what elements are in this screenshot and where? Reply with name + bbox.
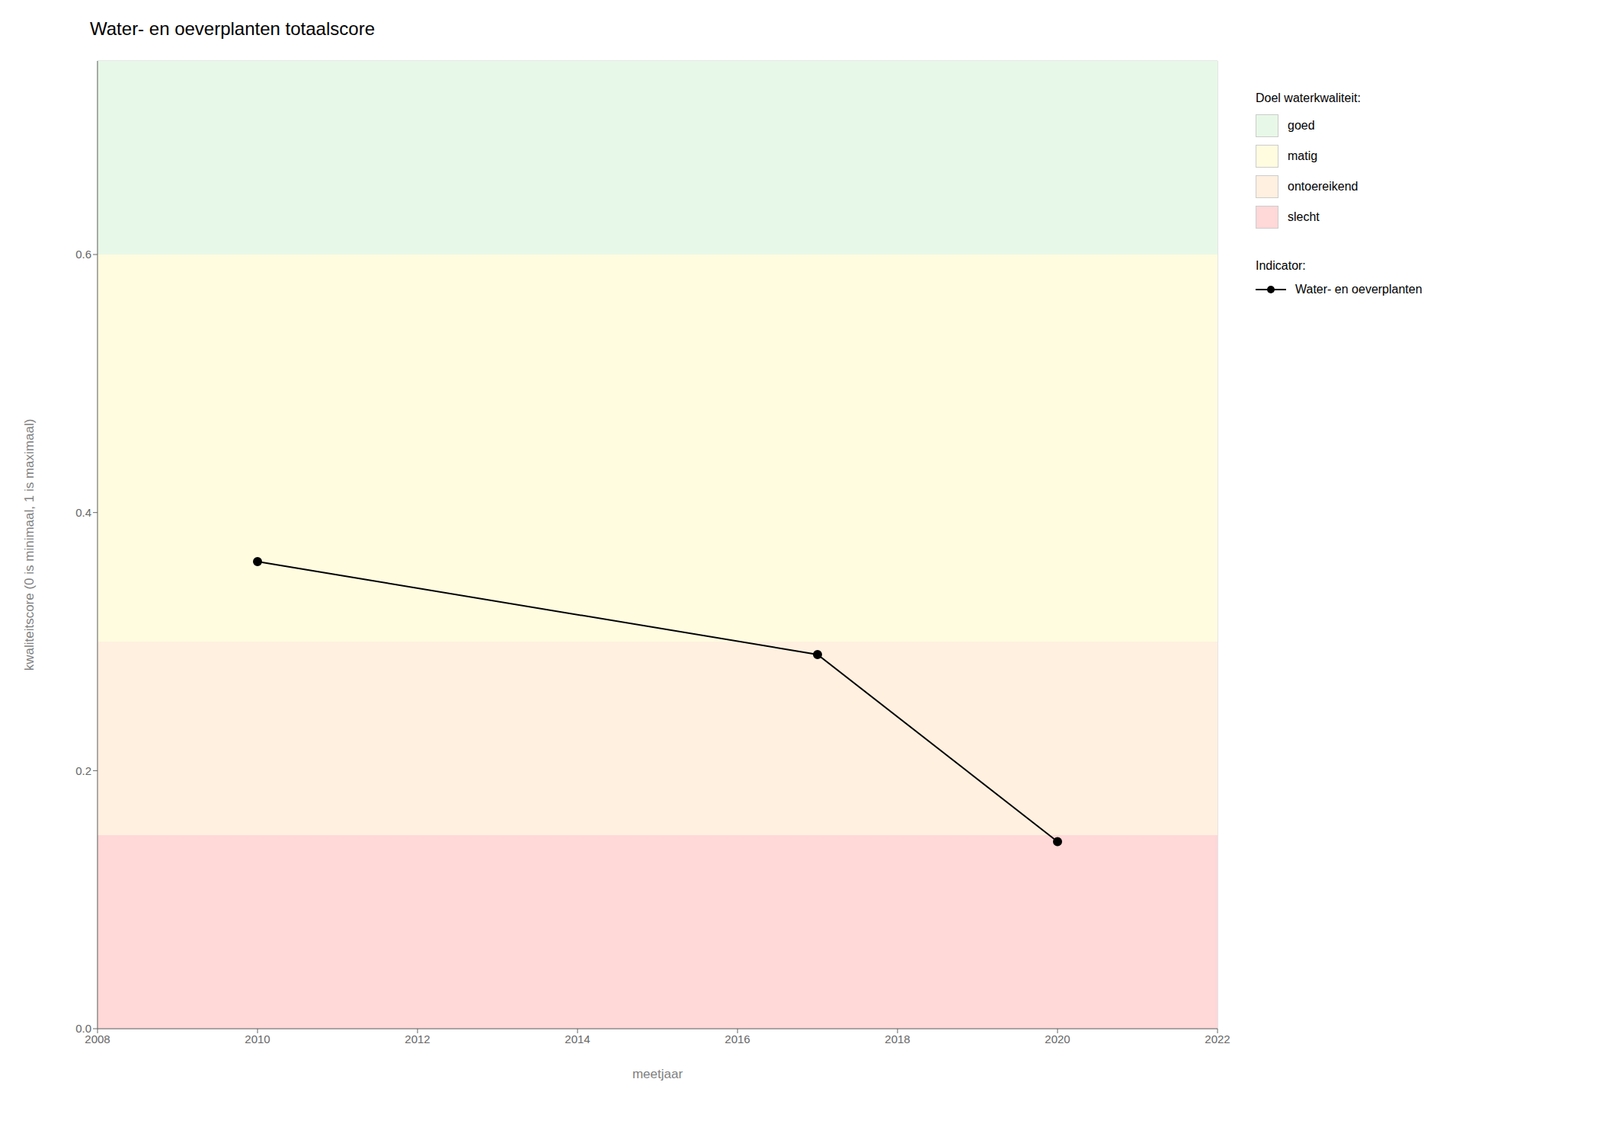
svg-text:2008: 2008 xyxy=(84,1032,111,1046)
html-text:Indicator:: Indicator: xyxy=(1255,259,1306,272)
html-text:slecht: slecht xyxy=(1287,210,1320,224)
svg-text:2016: 2016 xyxy=(724,1032,750,1046)
svg-text:2020: 2020 xyxy=(1044,1032,1070,1046)
svg-text:2012: 2012 xyxy=(404,1032,430,1046)
html-text:goed: goed xyxy=(1287,118,1315,132)
html-text:matig: matig xyxy=(1287,149,1318,163)
svg-text:0.4: 0.4 xyxy=(75,505,92,519)
svg-text:kwaliteitscore (0 is minimaal,: kwaliteitscore (0 is minimaal, 1 is maxi… xyxy=(22,419,37,672)
svg-text:2018: 2018 xyxy=(884,1032,910,1046)
svg-text:meetjaar: meetjaar xyxy=(632,1066,683,1082)
svg-text:2022: 2022 xyxy=(1204,1032,1230,1046)
html-text:ontoereikend: ontoereikend xyxy=(1287,179,1359,193)
svg-text:2014: 2014 xyxy=(564,1032,590,1046)
html-text:Water- en oeverplanten totaals: Water- en oeverplanten totaalscore xyxy=(89,18,375,39)
html-text:Doel waterkwaliteit:: Doel waterkwaliteit: xyxy=(1255,91,1361,105)
html-text:Water- en oeverplanten: Water- en oeverplanten xyxy=(1295,282,1423,296)
svg-text:0.0: 0.0 xyxy=(75,1021,92,1035)
svg-text:0.2: 0.2 xyxy=(75,764,92,778)
svg-text:2010: 2010 xyxy=(244,1032,270,1046)
svg-text:0.6: 0.6 xyxy=(75,247,92,261)
